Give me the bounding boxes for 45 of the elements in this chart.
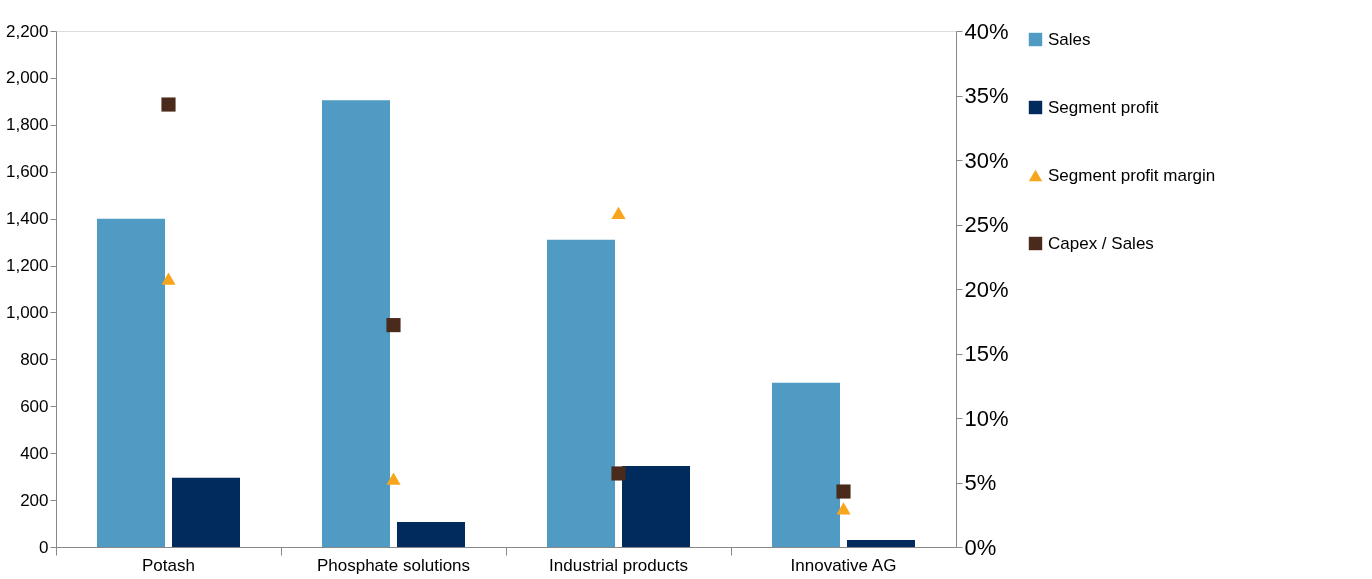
y-tick-label: 400 (20, 443, 49, 463)
legend-label: Capex / Sales (1048, 233, 1154, 253)
y-tick-label: 200 (20, 490, 49, 510)
bar (847, 539, 915, 547)
point (386, 472, 401, 485)
x-tick-label: Potash (142, 555, 195, 575)
bar (97, 218, 165, 547)
y2-tick-label: 15% (964, 341, 1009, 366)
bar (397, 521, 465, 547)
bar (172, 477, 240, 547)
point (836, 484, 851, 499)
y2-tick-label: 35% (964, 83, 1009, 108)
legend-label: Segment profit (1048, 97, 1159, 117)
y2-tick-label: 30% (964, 147, 1009, 173)
point (611, 206, 626, 220)
y2-tick-label: 10% (964, 405, 1009, 431)
y-tick-label: 1,800 (5, 115, 49, 135)
x-tick-label: Phosphate solutions (316, 555, 471, 575)
point (161, 272, 176, 285)
y2-tick-label: 25% (964, 212, 1009, 237)
bar (772, 382, 840, 547)
y-tick-label: 2,000 (5, 68, 49, 88)
point (386, 318, 401, 333)
point (611, 466, 626, 481)
y-tick-label: 1,200 (5, 256, 49, 276)
legend-label: Segment profit margin (1048, 165, 1216, 185)
bar (622, 466, 690, 547)
point (161, 97, 176, 112)
y-tick-label: 2,200 (5, 21, 49, 41)
y-tick-label: 600 (20, 396, 49, 416)
y2-tick-label: 20% (964, 276, 1009, 302)
y2-tick-label: 40% (964, 18, 1009, 44)
legend-label: Sales (1048, 29, 1091, 49)
x-tick-label: Innovative AG (790, 555, 897, 575)
y-tick-label: 800 (20, 349, 49, 369)
bar (547, 239, 615, 547)
y-tick-label: 1,400 (5, 209, 49, 229)
y-tick-label: 0 (39, 537, 49, 557)
bar (322, 100, 390, 547)
x-tick-label: Industrial products (549, 555, 688, 575)
point (836, 502, 851, 515)
y2-tick-label: 0% (964, 534, 997, 560)
y-tick-label: 1,000 (5, 302, 49, 322)
y-tick-label: 1,600 (5, 162, 49, 182)
y2-tick-label: 5% (964, 470, 997, 495)
